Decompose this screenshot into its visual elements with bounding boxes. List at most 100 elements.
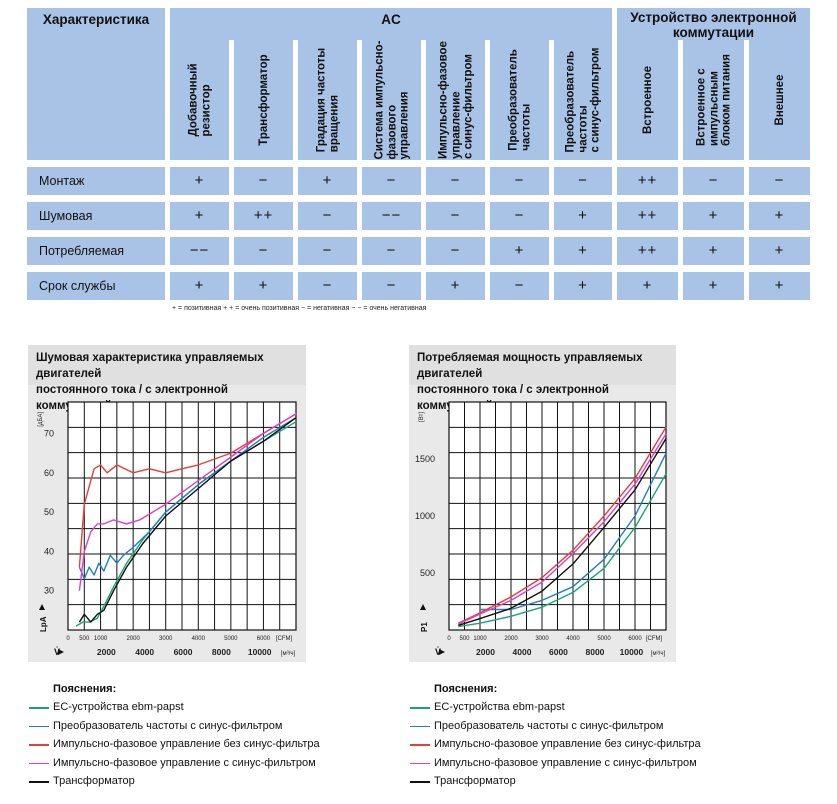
column-header-line2: вращения [327,94,340,153]
m3h-tick-label: 10000 [248,647,272,657]
cfm-tick-label: 1000 [473,636,487,642]
cfm-tick-label: 500 [79,636,90,642]
cfm-tick-label: 2000 [504,636,518,642]
table-cell: + [298,167,357,195]
series-line-4 [78,413,297,591]
noise-chart-title: Шумовая характеристика управляемых двига… [28,345,306,412]
y-tick-label: 50 [44,507,54,517]
column-divider [680,44,681,160]
column-header-line3: управления [397,91,410,160]
table-cell: + [490,237,549,265]
table-cell: − [749,167,810,195]
y-axis-label: P1 [420,622,429,632]
column-divider [423,44,424,160]
m3h-tick-label: 4000 [513,647,532,657]
table-cell: + [683,272,744,300]
table-cell: + [749,237,810,265]
table-cell: − [490,167,549,195]
cfm-tick-label: 2000 [126,636,140,642]
column-header-5: Импульсно-фазовое управление с синус-фильт… [426,40,485,160]
column-divider [359,44,360,160]
noise-chart: 30 40 50 60 70[дБА] LpA 0 500 1000 2000 3000 4000 50… [38,401,297,657]
table-cell: −− [362,202,421,230]
legend-item: Преобразователь частоты с синус-фильтром [53,719,283,732]
m3h-tick-label: 4000 [135,647,154,657]
column-header-4: Система импульсно-фазового управления [362,40,421,160]
column-header-line2: частоты [576,105,589,153]
legend-swatch [410,707,430,709]
power-chart-title-line1: Потребляемая мощность управляемых двигат… [417,352,643,380]
table-cell: + [749,272,810,300]
table-cell: −− [170,237,229,265]
m3h-tick-label: 8000 [586,647,605,657]
table-cell: ++ [617,167,678,195]
column-header-8: Встроенное [617,40,678,160]
legend-item: EC-устройства ebm-papst [434,701,565,713]
cfm-tick-label: 3000 [535,636,549,642]
y-tick-label: 1000 [415,511,435,521]
series-line-5 [458,438,667,627]
m3h-tick-label: 2000 [97,647,116,657]
column-header-text: Внешнее [773,75,786,126]
y-tick-label: 30 [44,586,54,596]
legend-swatch [29,725,49,727]
table-cell: − [554,167,612,195]
column-header-line3: с синус-фильтром [589,47,602,153]
column-header-line1: Добавочный [187,63,199,137]
column-divider [746,44,747,160]
y-axis-arrow-icon [39,604,45,610]
column-header-text: Встроенное [641,66,654,134]
cfm-unit: [CFM] [276,636,293,642]
y-tick-label: 60 [44,468,54,478]
cfm-tick-label: 4000 [566,636,580,642]
cfm-tick-label: 6000 [257,636,271,642]
cfm-unit: [CFM] [646,636,663,642]
column-header-text: Добавочный резистор [187,63,212,136]
legend-item: Импульсно-фазовое управление без синус-ф… [53,738,320,750]
x-axis-arrow-icon [439,649,445,655]
column-header-line1: Система импульсно- [372,40,385,160]
y-tick-label: 40 [44,546,54,556]
column-divider [231,44,232,160]
cfm-tick-label: 0 [447,636,451,642]
legend-swatch [29,744,49,746]
table-cell: − [362,237,421,265]
row-label: Шумовая характеристика [27,202,165,251]
table-cell: − [426,167,485,195]
cfm-tick-label: 6000 [628,636,642,642]
table-cell: − [298,202,357,230]
legend-swatch [29,762,49,764]
table-cell: − [298,272,357,300]
column-header-line1: Трансформатор [257,54,270,146]
row-label: Потребляемая мощность [27,237,165,286]
table-cell: + [683,237,744,265]
series-line-5 [78,417,297,623]
column-divider [487,44,488,160]
column-header-line3: с синус-фильтром [461,54,474,159]
column-divider [551,44,552,160]
column-header-line2: фазового [385,104,398,160]
series-line-4 [457,433,667,625]
cfm-tick-label: 0 [66,636,70,642]
column-header-text: Преобразователь частоты [507,49,532,151]
series-line-3 [457,426,667,624]
ec-header-line1: Устройство электронной [630,10,797,25]
x-axis-label: V̇ [435,647,441,657]
series-line-2 [78,417,297,580]
legend-swatch [29,707,49,709]
noise-chart-title-line1: Шумовая характеристика управляемых двига… [36,352,264,380]
column-header-line1: Встроенное [641,65,654,135]
table-cell: − [362,167,421,195]
legend-swatch [410,762,430,764]
table-cell: − [234,237,293,265]
table-cell: − [683,167,744,195]
m3h-tick-label: 6000 [174,647,193,657]
cfm-tick-label: 5000 [597,636,611,642]
x-axis-label: V̇ [54,647,60,657]
column-header-line2: управление [449,91,462,159]
column-header-text: Трансформатор [257,54,270,145]
m3h-tick-label: 2000 [476,647,495,657]
legend-title: Пояснения: [434,683,498,695]
table-cell: − [426,237,485,265]
legend-item: EC-устройства ebm-papst [53,701,184,713]
